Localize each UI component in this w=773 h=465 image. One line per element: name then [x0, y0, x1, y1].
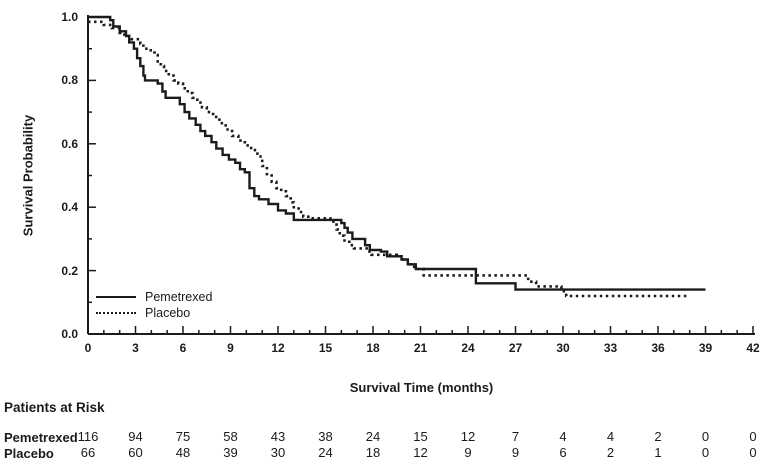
- legend: Pemetrexed Placebo: [96, 289, 212, 321]
- risk-row-label-placebo: Placebo: [4, 446, 54, 461]
- x-tick-label: 42: [746, 341, 760, 355]
- risk-value: 75: [175, 429, 191, 444]
- x-tick-label: 33: [603, 341, 618, 355]
- risk-value: 0: [749, 445, 757, 460]
- risk-value: 6: [559, 445, 567, 460]
- x-axis-title: Survival Time (months): [349, 380, 494, 395]
- risk-value: 9: [464, 445, 472, 460]
- x-tick-label: 3: [132, 341, 139, 355]
- risk-value: 12: [413, 445, 428, 460]
- risk-value: 58: [223, 429, 238, 444]
- x-tick-label: 15: [318, 341, 333, 355]
- x-tick-label: 0: [84, 341, 92, 355]
- risk-value: 9: [511, 445, 520, 460]
- x-tick-label: 36: [651, 341, 665, 355]
- x-tick-label: 18: [366, 341, 380, 355]
- risk-value: 39: [223, 445, 238, 460]
- y-tick-label: 0.2: [61, 263, 78, 278]
- y-tick-label: 1.0: [61, 10, 78, 24]
- risk-value: 2: [606, 445, 615, 460]
- y-tick-label: 0.4: [61, 200, 78, 215]
- pemetrexed-curve: [88, 15, 706, 291]
- y-tick-label: 0.6: [61, 136, 78, 151]
- risk-value: 94: [128, 429, 143, 444]
- legend-label-placebo: Placebo: [145, 306, 191, 320]
- x-tick-label: 6: [179, 341, 187, 355]
- x-tick-label: 12: [271, 341, 285, 355]
- risk-value: 48: [175, 445, 191, 460]
- legend-label-pemetrexed: Pemetrexed: [145, 290, 213, 304]
- risk-value: 0: [701, 445, 710, 460]
- x-tick-label: 39: [698, 341, 713, 355]
- risk-value: 15: [413, 429, 428, 444]
- legend-item-pemetrexed: Pemetrexed: [96, 289, 212, 305]
- risk-value: 43: [270, 429, 286, 444]
- placebo-curve: [88, 20, 689, 298]
- risk-value: 24: [365, 429, 381, 444]
- y-tick-label: 0.0: [61, 327, 78, 341]
- dotted-line-sample-icon: [96, 312, 136, 314]
- risk-value: 7: [511, 429, 520, 444]
- risk-value: 0: [749, 429, 757, 444]
- patients-at-risk-heading: Patients at Risk: [4, 400, 105, 415]
- solid-line-sample-icon: [96, 296, 136, 298]
- risk-value: 4: [559, 429, 567, 444]
- risk-value: 1: [654, 445, 662, 460]
- risk-value: 116: [77, 429, 99, 444]
- y-tick-label: 0.8: [61, 73, 78, 88]
- x-tick-label: 9: [227, 341, 234, 355]
- x-tick-label: 21: [413, 341, 428, 355]
- risk-value: 66: [80, 445, 96, 460]
- risk-value: 30: [270, 445, 286, 460]
- x-tick-label: 27: [508, 341, 523, 355]
- x-tick-label: 24: [461, 341, 475, 355]
- risk-value: 0: [701, 429, 710, 444]
- risk-value: 2: [654, 429, 662, 444]
- risk-value: 4: [606, 429, 615, 444]
- x-tick-label: 30: [556, 341, 570, 355]
- risk-value: 60: [128, 445, 143, 460]
- legend-item-placebo: Placebo: [96, 305, 212, 321]
- y-axis-title: Survival Probability: [20, 114, 36, 237]
- risk-value: 18: [365, 445, 381, 460]
- risk-value: 12: [460, 429, 476, 444]
- risk-value: 38: [318, 429, 333, 444]
- risk-value: 24: [318, 445, 333, 460]
- risk-row-label-pemetrexed: Pemetrexed: [4, 430, 78, 445]
